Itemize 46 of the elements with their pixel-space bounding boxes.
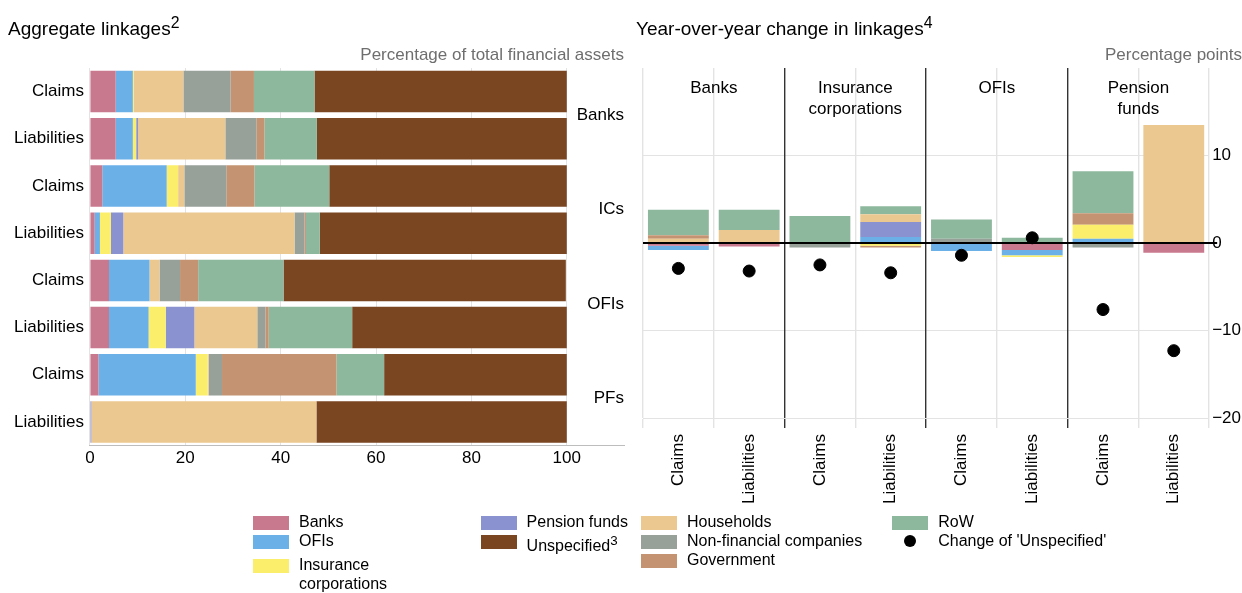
annotation: PFs	[593, 388, 624, 408]
y-tick-label: Claims	[31, 175, 84, 195]
annotation: OFIs	[587, 293, 624, 313]
annotation: Banks	[690, 78, 738, 98]
x-tick-label: 100	[552, 448, 581, 468]
x-tick-label: Claims	[1092, 434, 1112, 487]
x-tick-label: Liabilities	[880, 434, 900, 505]
chart-title: Aggregate linkages$^{2}$	[8, 14, 180, 41]
legend-label: Insurance corporations	[299, 555, 389, 593]
chart-title: Year-over-year change in linkages$^{4}$	[636, 14, 933, 41]
y-tick-label: Liabilities	[13, 222, 84, 242]
x-tick-label: Liabilities	[738, 434, 758, 505]
y-tick-label: Claims	[31, 81, 84, 101]
annotation: ICs	[598, 199, 624, 219]
annotation: Pension funds	[1107, 78, 1170, 119]
y-tick-label: Liabilities	[13, 128, 84, 148]
y-tick-label: Claims	[31, 364, 84, 384]
annotation: OFIs	[978, 78, 1016, 98]
legend-label: OFIs	[299, 531, 334, 550]
y-tick-label: Liabilities	[13, 317, 84, 337]
x-tick-label: Liabilities	[1163, 434, 1183, 505]
x-tick-label: Claims	[951, 434, 971, 487]
legend-label: Government	[687, 550, 776, 569]
x-tick-label: 20	[175, 448, 195, 468]
annotation: Insurance corporations	[808, 78, 903, 119]
y-axis-title: Percentage points	[1104, 45, 1242, 65]
y-tick-label: −10	[1212, 320, 1242, 340]
legend-label: Banks	[299, 512, 344, 531]
legend-label: Pension funds	[526, 512, 628, 531]
legend-label: Households	[687, 512, 772, 531]
annotation: Banks	[576, 104, 624, 124]
legend-label: Change of 'Unspecified'	[938, 531, 1107, 550]
x-tick-label: 80	[461, 448, 481, 468]
x-tick-label: Liabilities	[1021, 434, 1041, 505]
legend-label: RoW	[938, 512, 974, 531]
y-tick-label: 10	[1212, 145, 1232, 165]
x-tick-label: Claims	[809, 434, 829, 487]
x-tick-label: 40	[271, 448, 291, 468]
y-tick-label: Liabilities	[13, 411, 84, 431]
x-tick-label: Claims	[668, 434, 688, 487]
legend-label: Non-financial companies	[687, 531, 863, 550]
y-tick-label: Claims	[31, 270, 84, 290]
y-tick-label: −20	[1212, 407, 1242, 427]
legend-label: Unspecified$^{3}$	[526, 532, 618, 556]
x-axis-title: Percentage of total financial assets	[360, 45, 624, 65]
x-tick-label: 60	[366, 448, 386, 468]
